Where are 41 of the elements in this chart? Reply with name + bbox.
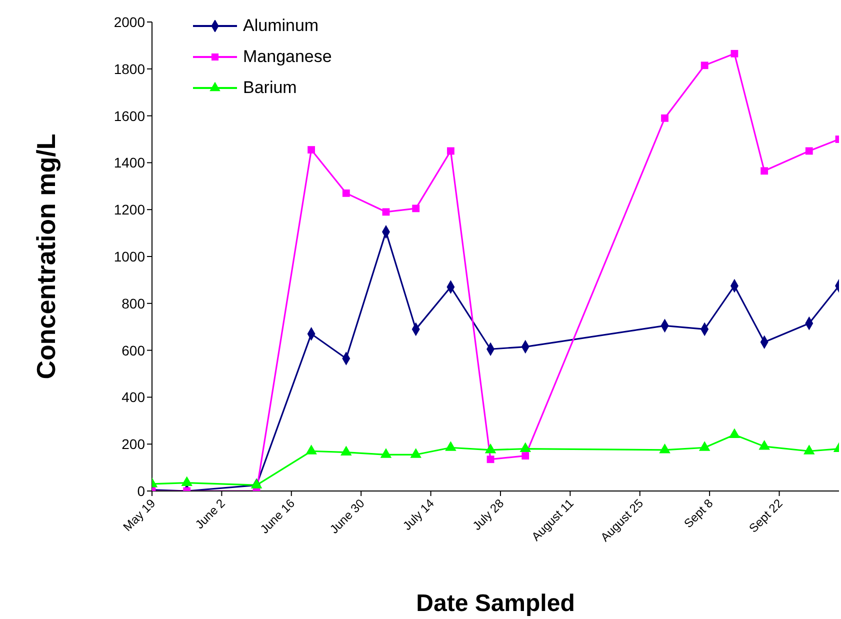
x-tick-label: July 14 bbox=[400, 496, 438, 534]
y-tick-label: 1200 bbox=[114, 202, 146, 218]
point bbox=[340, 446, 352, 456]
point bbox=[382, 208, 390, 216]
y-tick-label: 200 bbox=[122, 436, 146, 452]
y-tick-label: 1400 bbox=[114, 154, 146, 171]
x-tick-label: July 28 bbox=[470, 496, 507, 534]
legend-label: Barium bbox=[243, 78, 297, 98]
legend-label: Manganese bbox=[243, 46, 332, 66]
point bbox=[445, 441, 456, 451]
y-tick-label: 600 bbox=[122, 342, 146, 358]
point bbox=[308, 146, 316, 154]
y-tick-label: 2000 bbox=[114, 14, 146, 30]
point bbox=[700, 62, 708, 70]
point bbox=[181, 476, 192, 486]
x-axis-title: Date Sampled bbox=[416, 590, 575, 617]
point bbox=[760, 167, 768, 175]
point bbox=[758, 440, 770, 450]
point bbox=[805, 147, 813, 155]
y-tick-label: 1000 bbox=[114, 248, 146, 264]
point bbox=[380, 448, 392, 458]
y-tick-label: 400 bbox=[122, 389, 146, 406]
y-tick-label: 1800 bbox=[114, 60, 146, 77]
point bbox=[484, 443, 496, 454]
point bbox=[342, 189, 350, 197]
legend-label: Aluminum bbox=[243, 16, 319, 36]
point bbox=[306, 444, 317, 454]
point bbox=[410, 448, 422, 458]
point bbox=[698, 441, 710, 451]
y-axis-title: Concentration mg/L bbox=[31, 134, 62, 380]
point bbox=[803, 444, 815, 454]
point bbox=[661, 114, 668, 122]
point bbox=[520, 442, 532, 452]
y-tick-label: 800 bbox=[122, 295, 146, 312]
point bbox=[446, 147, 454, 155]
point bbox=[659, 443, 670, 454]
point bbox=[730, 50, 738, 58]
point bbox=[728, 428, 740, 438]
point bbox=[250, 478, 262, 488]
point bbox=[412, 204, 420, 212]
y-tick-label: 1600 bbox=[114, 108, 146, 124]
